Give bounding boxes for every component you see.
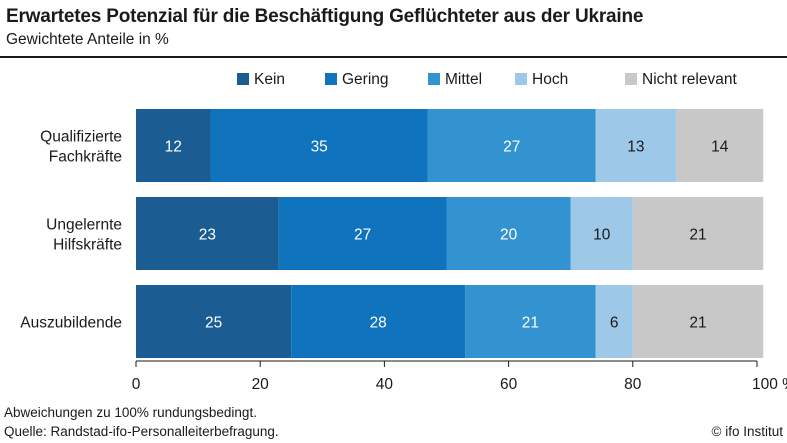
legend-label-nicht-relevant: Nicht relevant	[642, 71, 737, 88]
bar-segment-kein	[136, 285, 292, 358]
bar-segment-mittel	[446, 197, 571, 270]
data-label-mittel: 20	[500, 227, 518, 244]
data-label-mittel: 27	[503, 139, 520, 156]
data-label-kein: 12	[165, 139, 182, 156]
bar-segment-hoch	[595, 109, 677, 182]
legend-swatch-nicht-relevant	[625, 73, 637, 85]
x-tick-label: 20	[252, 376, 270, 393]
data-label-hoch: 13	[627, 139, 644, 156]
bar-segment-nicht-relevant	[632, 285, 764, 358]
rounding-note: Abweichungen zu 100% rundungsbedingt.	[4, 405, 257, 420]
data-label-gering: 35	[311, 139, 328, 156]
bar-segment-kein	[136, 197, 279, 270]
x-tick-label: 100 %	[752, 376, 787, 393]
chart-subtitle: Gewichtete Anteile in %	[6, 31, 169, 48]
data-label-gering: 28	[370, 315, 387, 332]
bar-segment-nicht-relevant	[676, 109, 764, 182]
legend-swatch-gering	[325, 73, 337, 85]
category-label: Auszubildende	[20, 315, 122, 332]
data-label-hoch: 10	[593, 227, 611, 244]
source-note: Quelle: Randstad-ifo-Personalleiterbefra…	[4, 424, 279, 439]
legend-label-gering: Gering	[342, 71, 389, 88]
legend-label-mittel: Mittel	[445, 71, 482, 88]
data-label-kein: 23	[199, 227, 216, 244]
legend-swatch-mittel	[428, 73, 440, 85]
data-label-hoch: 6	[610, 315, 619, 332]
data-label-nicht-relevant: 21	[689, 315, 706, 332]
x-tick-label: 60	[500, 376, 518, 393]
legend-swatch-kein	[237, 73, 249, 85]
x-tick-label: 40	[376, 376, 394, 393]
bar-segment-gering	[278, 197, 447, 270]
bar-segment-hoch	[570, 197, 633, 270]
x-tick-label: 0	[132, 376, 141, 393]
bar-segment-gering	[291, 285, 466, 358]
stacked-bar-chart: Kein Gering Mittel Hoch Nicht relevant 12 35 27…	[20, 71, 787, 393]
legend-label-hoch: Hoch	[532, 71, 568, 88]
category-label: Ungelernte	[46, 217, 122, 234]
data-label-nicht-relevant: 21	[689, 227, 706, 244]
x-tick-label: 80	[624, 376, 642, 393]
legend-swatch-hoch	[515, 73, 527, 85]
category-label: Hilfskräfte	[53, 237, 122, 254]
ifo-credit: © ifo Institut	[711, 424, 783, 439]
bar-segment-mittel	[465, 285, 596, 358]
bar-segment-nicht-relevant	[632, 197, 764, 270]
bar-segment-gering	[210, 109, 428, 182]
bar-segment-kein	[136, 109, 211, 182]
data-label-kein: 25	[205, 315, 222, 332]
data-label-nicht-relevant: 14	[711, 139, 729, 156]
data-label-mittel: 21	[522, 315, 539, 332]
legend-label-kein: Kein	[254, 71, 285, 88]
category-label: Qualifizierte	[40, 129, 122, 146]
bar-segment-mittel	[427, 109, 596, 182]
bar-segment-hoch	[595, 285, 633, 358]
category-label: Fachkräfte	[49, 149, 122, 166]
data-label-gering: 27	[354, 227, 371, 244]
header-rule	[0, 56, 787, 58]
chart-title: Erwartetes Potenzial für die Beschäftigu…	[6, 6, 644, 27]
